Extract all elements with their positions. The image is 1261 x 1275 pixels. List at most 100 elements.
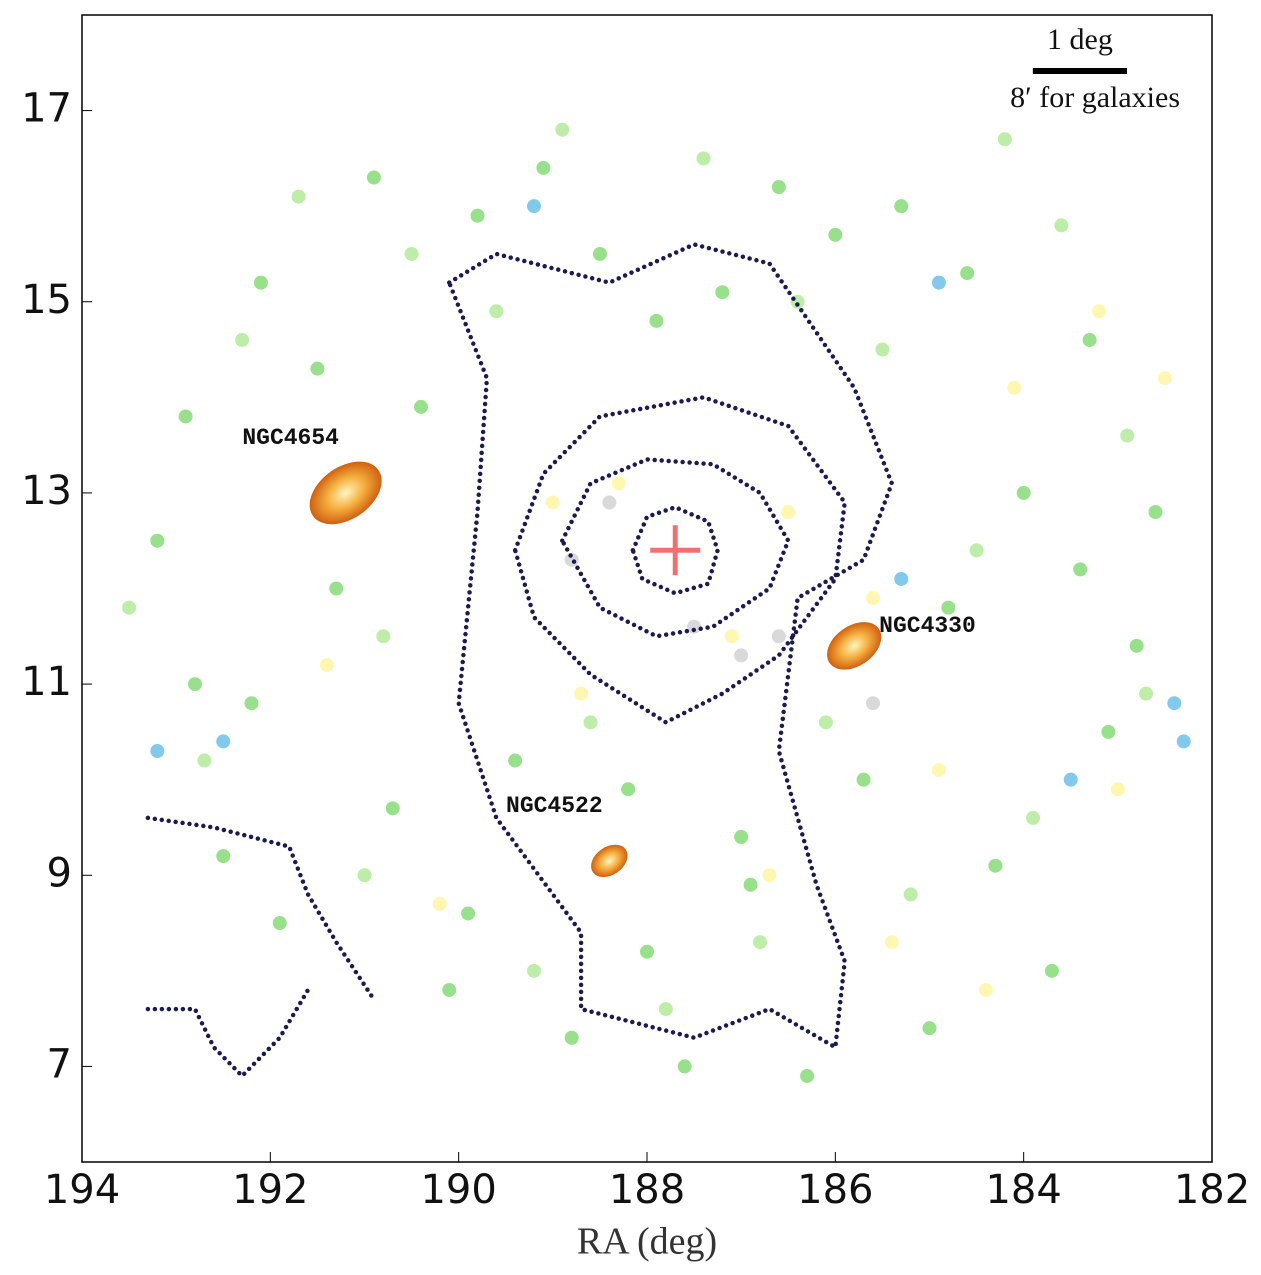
point: [536, 161, 550, 175]
point: [376, 629, 390, 643]
point: [988, 859, 1002, 873]
contour: [515, 397, 845, 722]
point: [565, 1031, 579, 1045]
point: [970, 543, 984, 557]
contour: [449, 244, 892, 1047]
y-tick-label: 15: [21, 277, 72, 323]
scale-label: 1 deg: [1047, 23, 1113, 56]
galaxy: [298, 449, 393, 537]
point: [216, 734, 230, 748]
point: [772, 629, 786, 643]
point: [508, 754, 522, 768]
y-tick-label: 9: [47, 850, 72, 896]
point: [527, 964, 541, 978]
point: [998, 132, 1012, 146]
y-tick-label: 17: [21, 86, 72, 132]
point: [1054, 218, 1068, 232]
point: [1092, 304, 1106, 318]
point: [678, 1059, 692, 1073]
x-tick-label: 190: [420, 1167, 496, 1213]
point: [555, 123, 569, 137]
point: [734, 830, 748, 844]
point: [715, 285, 729, 299]
point: [1120, 429, 1134, 443]
point: [753, 935, 767, 949]
point: [273, 916, 287, 930]
point: [593, 247, 607, 261]
point: [471, 209, 485, 223]
point: [828, 228, 842, 242]
point: [932, 276, 946, 290]
point: [800, 1069, 814, 1083]
point: [781, 505, 795, 519]
point: [235, 333, 249, 347]
point: [1158, 371, 1172, 385]
point: [885, 935, 899, 949]
point: [122, 601, 136, 615]
point: [197, 754, 211, 768]
point: [819, 715, 833, 729]
point: [734, 648, 748, 662]
point: [875, 343, 889, 357]
point: [697, 151, 711, 165]
point: [329, 582, 343, 596]
point: [923, 1021, 937, 1035]
point: [1149, 505, 1163, 519]
point: [1045, 964, 1059, 978]
x-tick-label: 194: [44, 1167, 120, 1213]
contour: [148, 990, 308, 1076]
point: [216, 849, 230, 863]
point: [979, 983, 993, 997]
galaxy-label: NGC4522: [506, 793, 603, 819]
point: [1139, 687, 1153, 701]
point: [602, 495, 616, 509]
x-tick-label: 186: [797, 1167, 873, 1213]
point: [762, 868, 776, 882]
point: [894, 572, 908, 586]
point: [442, 983, 456, 997]
x-tick-label: 184: [985, 1167, 1061, 1213]
point: [310, 362, 324, 376]
x-axis-label: RA (deg): [577, 1221, 717, 1263]
y-tick-label: 7: [47, 1041, 72, 1087]
point: [574, 687, 588, 701]
point: [866, 591, 880, 605]
point: [649, 314, 663, 328]
point: [367, 170, 381, 184]
point: [894, 199, 908, 213]
point: [1017, 486, 1031, 500]
point: [433, 897, 447, 911]
point: [1111, 782, 1125, 796]
x-tick-label: 192: [232, 1167, 308, 1213]
point: [1177, 734, 1191, 748]
point: [546, 495, 560, 509]
point: [1101, 725, 1115, 739]
contour: [148, 818, 374, 1000]
point: [612, 476, 626, 490]
point: [527, 199, 541, 213]
point: [725, 629, 739, 643]
point: [1064, 773, 1078, 787]
point: [960, 266, 974, 280]
point: [405, 247, 419, 261]
point: [150, 744, 164, 758]
scale-note: 8′ for galaxies: [1010, 81, 1180, 114]
point: [358, 868, 372, 882]
point: [188, 677, 202, 691]
point: [744, 878, 758, 892]
galaxy-label: NGC4654: [242, 425, 339, 451]
point: [772, 180, 786, 194]
x-tick-label: 182: [1174, 1167, 1250, 1213]
point: [857, 773, 871, 787]
point: [866, 696, 880, 710]
point: [1083, 333, 1097, 347]
y-tick-label: 13: [21, 468, 72, 514]
point: [254, 276, 268, 290]
point: [386, 801, 400, 815]
point: [584, 715, 598, 729]
point: [1007, 381, 1021, 395]
galaxy: [585, 838, 634, 884]
point: [904, 887, 918, 901]
point: [414, 400, 428, 414]
point: [1167, 696, 1181, 710]
